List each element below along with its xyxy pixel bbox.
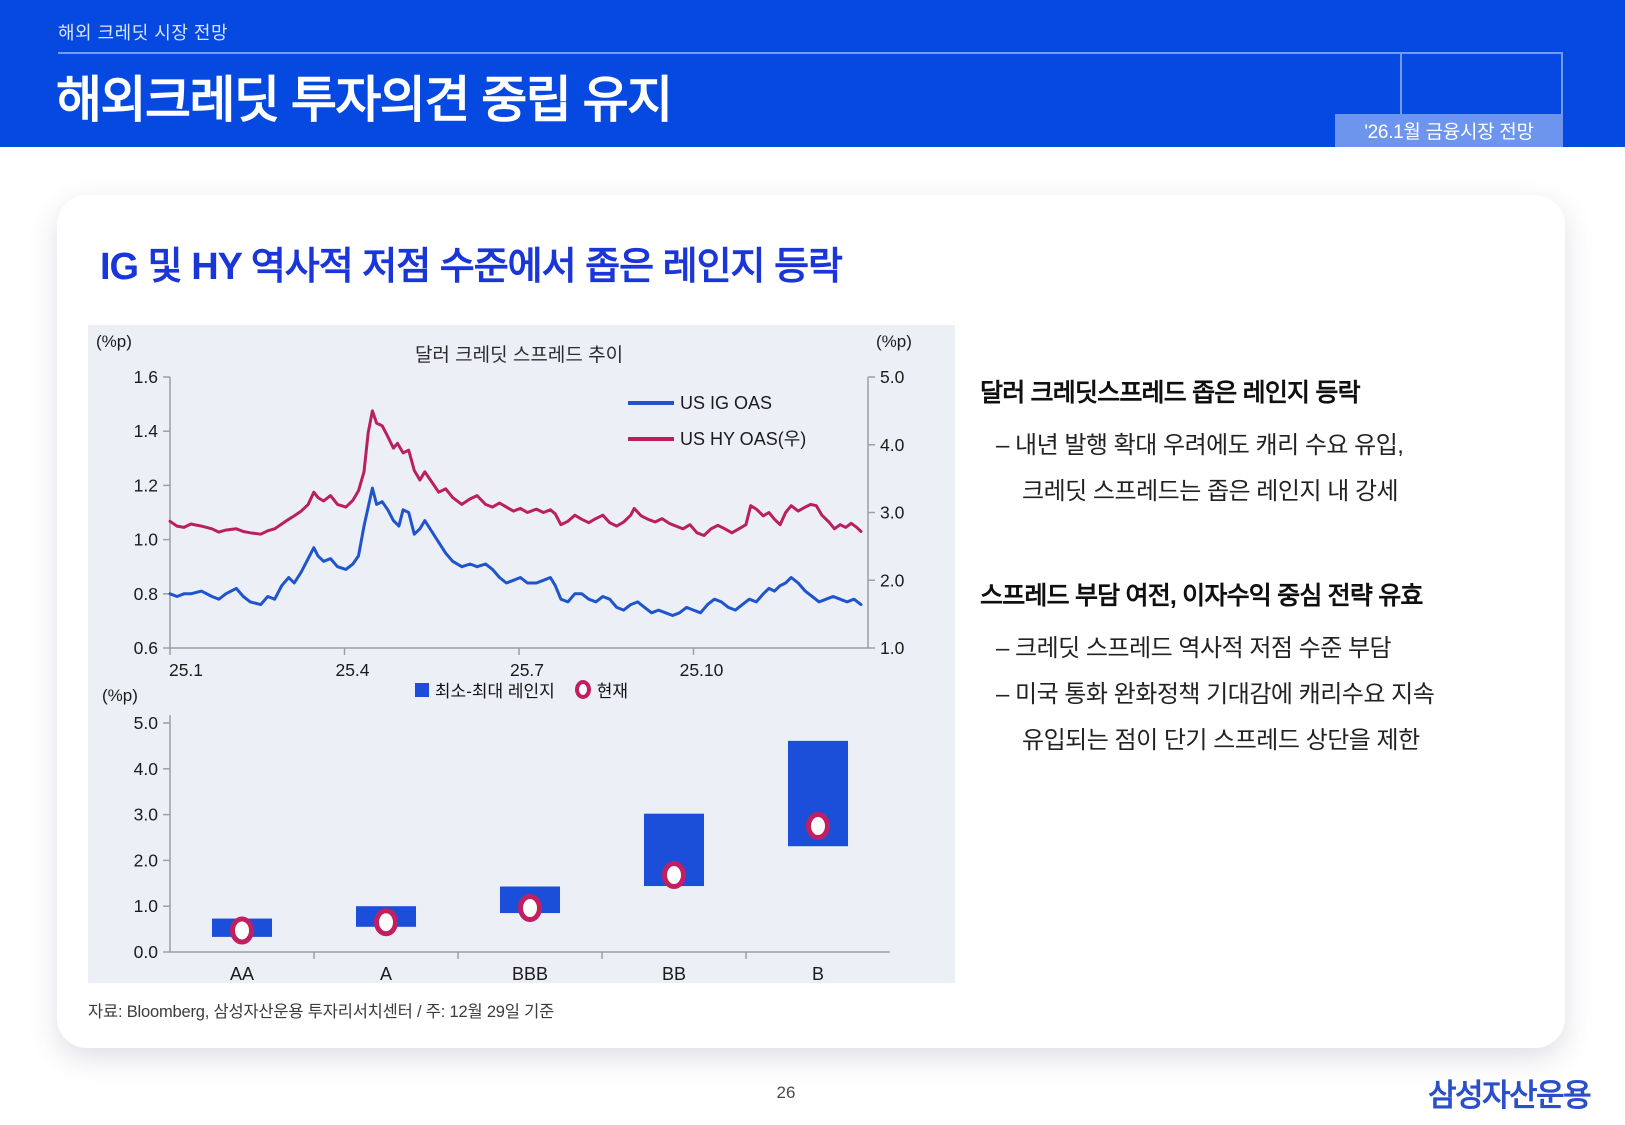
- bar-y-tick-label: 4.0: [134, 759, 159, 779]
- current-legend-label: 현재: [596, 682, 629, 701]
- us-ig-oas-line: [168, 486, 863, 617]
- page-number: 26: [776, 1083, 796, 1102]
- left-axis-tick-label: 0.8: [134, 584, 158, 604]
- left-axis-tick-label: 1.2: [134, 475, 158, 495]
- charts-canvas: 달러 크레딧 스프레드 추이(%p) (%p)1.61.41.21.00.80.6…: [96, 332, 912, 983]
- right-axis-tick-label: 4.0: [880, 435, 905, 455]
- content-card: IG 및 HY 역사적 저점 수준에서 좁은 레인지 등락 달러 크레딧 스프레…: [57, 195, 1565, 1048]
- commentary-block-1: 달러 크레딧스프레드 좁은 레인지 등락 – 내년 발행 확대 우려에도 캐리 …: [980, 373, 1555, 515]
- bar-y-tick-label: 2.0: [134, 850, 159, 870]
- section-title: IG 및 HY 역사적 저점 수준에서 좁은 레인지 등락: [100, 246, 843, 288]
- right-axis-unit-label: (%p): [876, 332, 912, 351]
- report-badge: '26.1월 금융시장 전망: [1335, 114, 1563, 147]
- header-divider-line: [58, 52, 1563, 54]
- slide-header: 해외 크레딧 시장 전망 해외크레딧 투자의견 중립 유지 '26.1월 금융시…: [0, 0, 1625, 147]
- left-axis-unit-label: (%p): [96, 332, 132, 351]
- source-note: 자료: Bloomberg, 삼성자산운용 투자리서치센터 / 주: 12월 2…: [88, 1003, 555, 1021]
- left-axis-tick-label: 1.6: [134, 367, 158, 387]
- commentary-line: – 내년 발행 확대 우려에도 캐리 수요 유입,: [996, 432, 1404, 459]
- commentary-heading: 스프레드 부담 여전, 이자수익 중심 전략 유효: [980, 582, 1423, 610]
- range-legend-item: 최소-최대 레인지: [414, 677, 555, 702]
- x-axis-tick-label: 25.7: [510, 660, 544, 680]
- current-marker-AA: [230, 916, 254, 945]
- commentary-line: – 미국 통화 완화정책 기대감에 캐리수요 지속: [996, 681, 1435, 708]
- right-axis-tick-label: 5.0: [880, 367, 905, 387]
- right-axis-tick-label: 2.0: [880, 570, 905, 590]
- bar-category-label: BB: [662, 964, 686, 983]
- x-axis-tick-label: 25.10: [680, 660, 724, 680]
- us-hy-oas-우--line: [168, 409, 863, 537]
- page-title: 해외크레딧 투자의견 중립 유지: [56, 72, 673, 128]
- chart-panel: 달러 크레딧 스프레드 추이 (%p) (%p) 1.6 1.4 1.2 1.0 0.8 0.6…: [88, 325, 955, 983]
- right-axis-tick-label: 1.0: [880, 638, 905, 658]
- range-legend-label: 최소-최대 레인지: [434, 682, 555, 701]
- commentary-line: 유입되는 점이 단기 스프레드 상단을 제한: [1022, 727, 1420, 754]
- commentary-line: – 크레딧 스프레드 역사적 저점 수준 부담: [996, 635, 1392, 662]
- left-axis-tick-label: 1.0: [134, 530, 159, 550]
- x-axis-tick-label: 25.1: [169, 660, 203, 680]
- current-legend-marker-icon: [574, 680, 591, 699]
- current-legend-item: 현재: [574, 677, 629, 702]
- bar-category-label: A: [380, 964, 392, 983]
- company-logo: 삼성자산운용: [1428, 1078, 1592, 1113]
- right-axis-tick-label: 3.0: [880, 503, 905, 523]
- x-axis-tick-label: 25.4: [335, 660, 369, 680]
- commentary-heading: 달러 크레딧스프레드 좁은 레인지 등락: [980, 379, 1361, 407]
- header-eyebrow: 해외 크레딧 시장 전망: [58, 23, 229, 43]
- bar-y-tick-label: 0.0: [134, 942, 159, 962]
- current-marker-BBB: [518, 894, 542, 923]
- bar-category-label: BBB: [512, 964, 548, 983]
- bar-chart-legend: 최소-최대 레인지 현재: [88, 677, 955, 702]
- current-marker-BB: [662, 861, 686, 890]
- bar-category-label: AA: [230, 964, 254, 983]
- commentary-line: 크레딧 스프레드는 좁은 레인지 내 강세: [1022, 478, 1399, 505]
- current-marker-A: [374, 908, 398, 937]
- header-corner-frame: [1400, 54, 1563, 114]
- range-legend-swatch-icon: [414, 682, 429, 697]
- line-legend-label: US HY OAS(우): [680, 429, 806, 449]
- bar-category-label: B: [812, 964, 824, 983]
- current-marker-B: [806, 812, 830, 841]
- bar-y-tick-label: 1.0: [134, 896, 159, 916]
- line-legend-label: US IG OAS: [680, 393, 772, 413]
- commentary-block-2: 스프레드 부담 여전, 이자수익 중심 전략 유효 – 크레딧 스프레드 역사적…: [980, 576, 1555, 764]
- bar-y-tick-label: 3.0: [134, 805, 159, 825]
- line-chart-title: 달러 크레딧 스프레드 추이: [415, 344, 623, 366]
- left-axis-tick-label: 1.4: [134, 421, 159, 441]
- left-axis-tick-label: 0.6: [134, 638, 158, 658]
- bar-axis-unit-label: (%p): [102, 686, 138, 705]
- bar-y-tick-label: 5.0: [134, 713, 159, 733]
